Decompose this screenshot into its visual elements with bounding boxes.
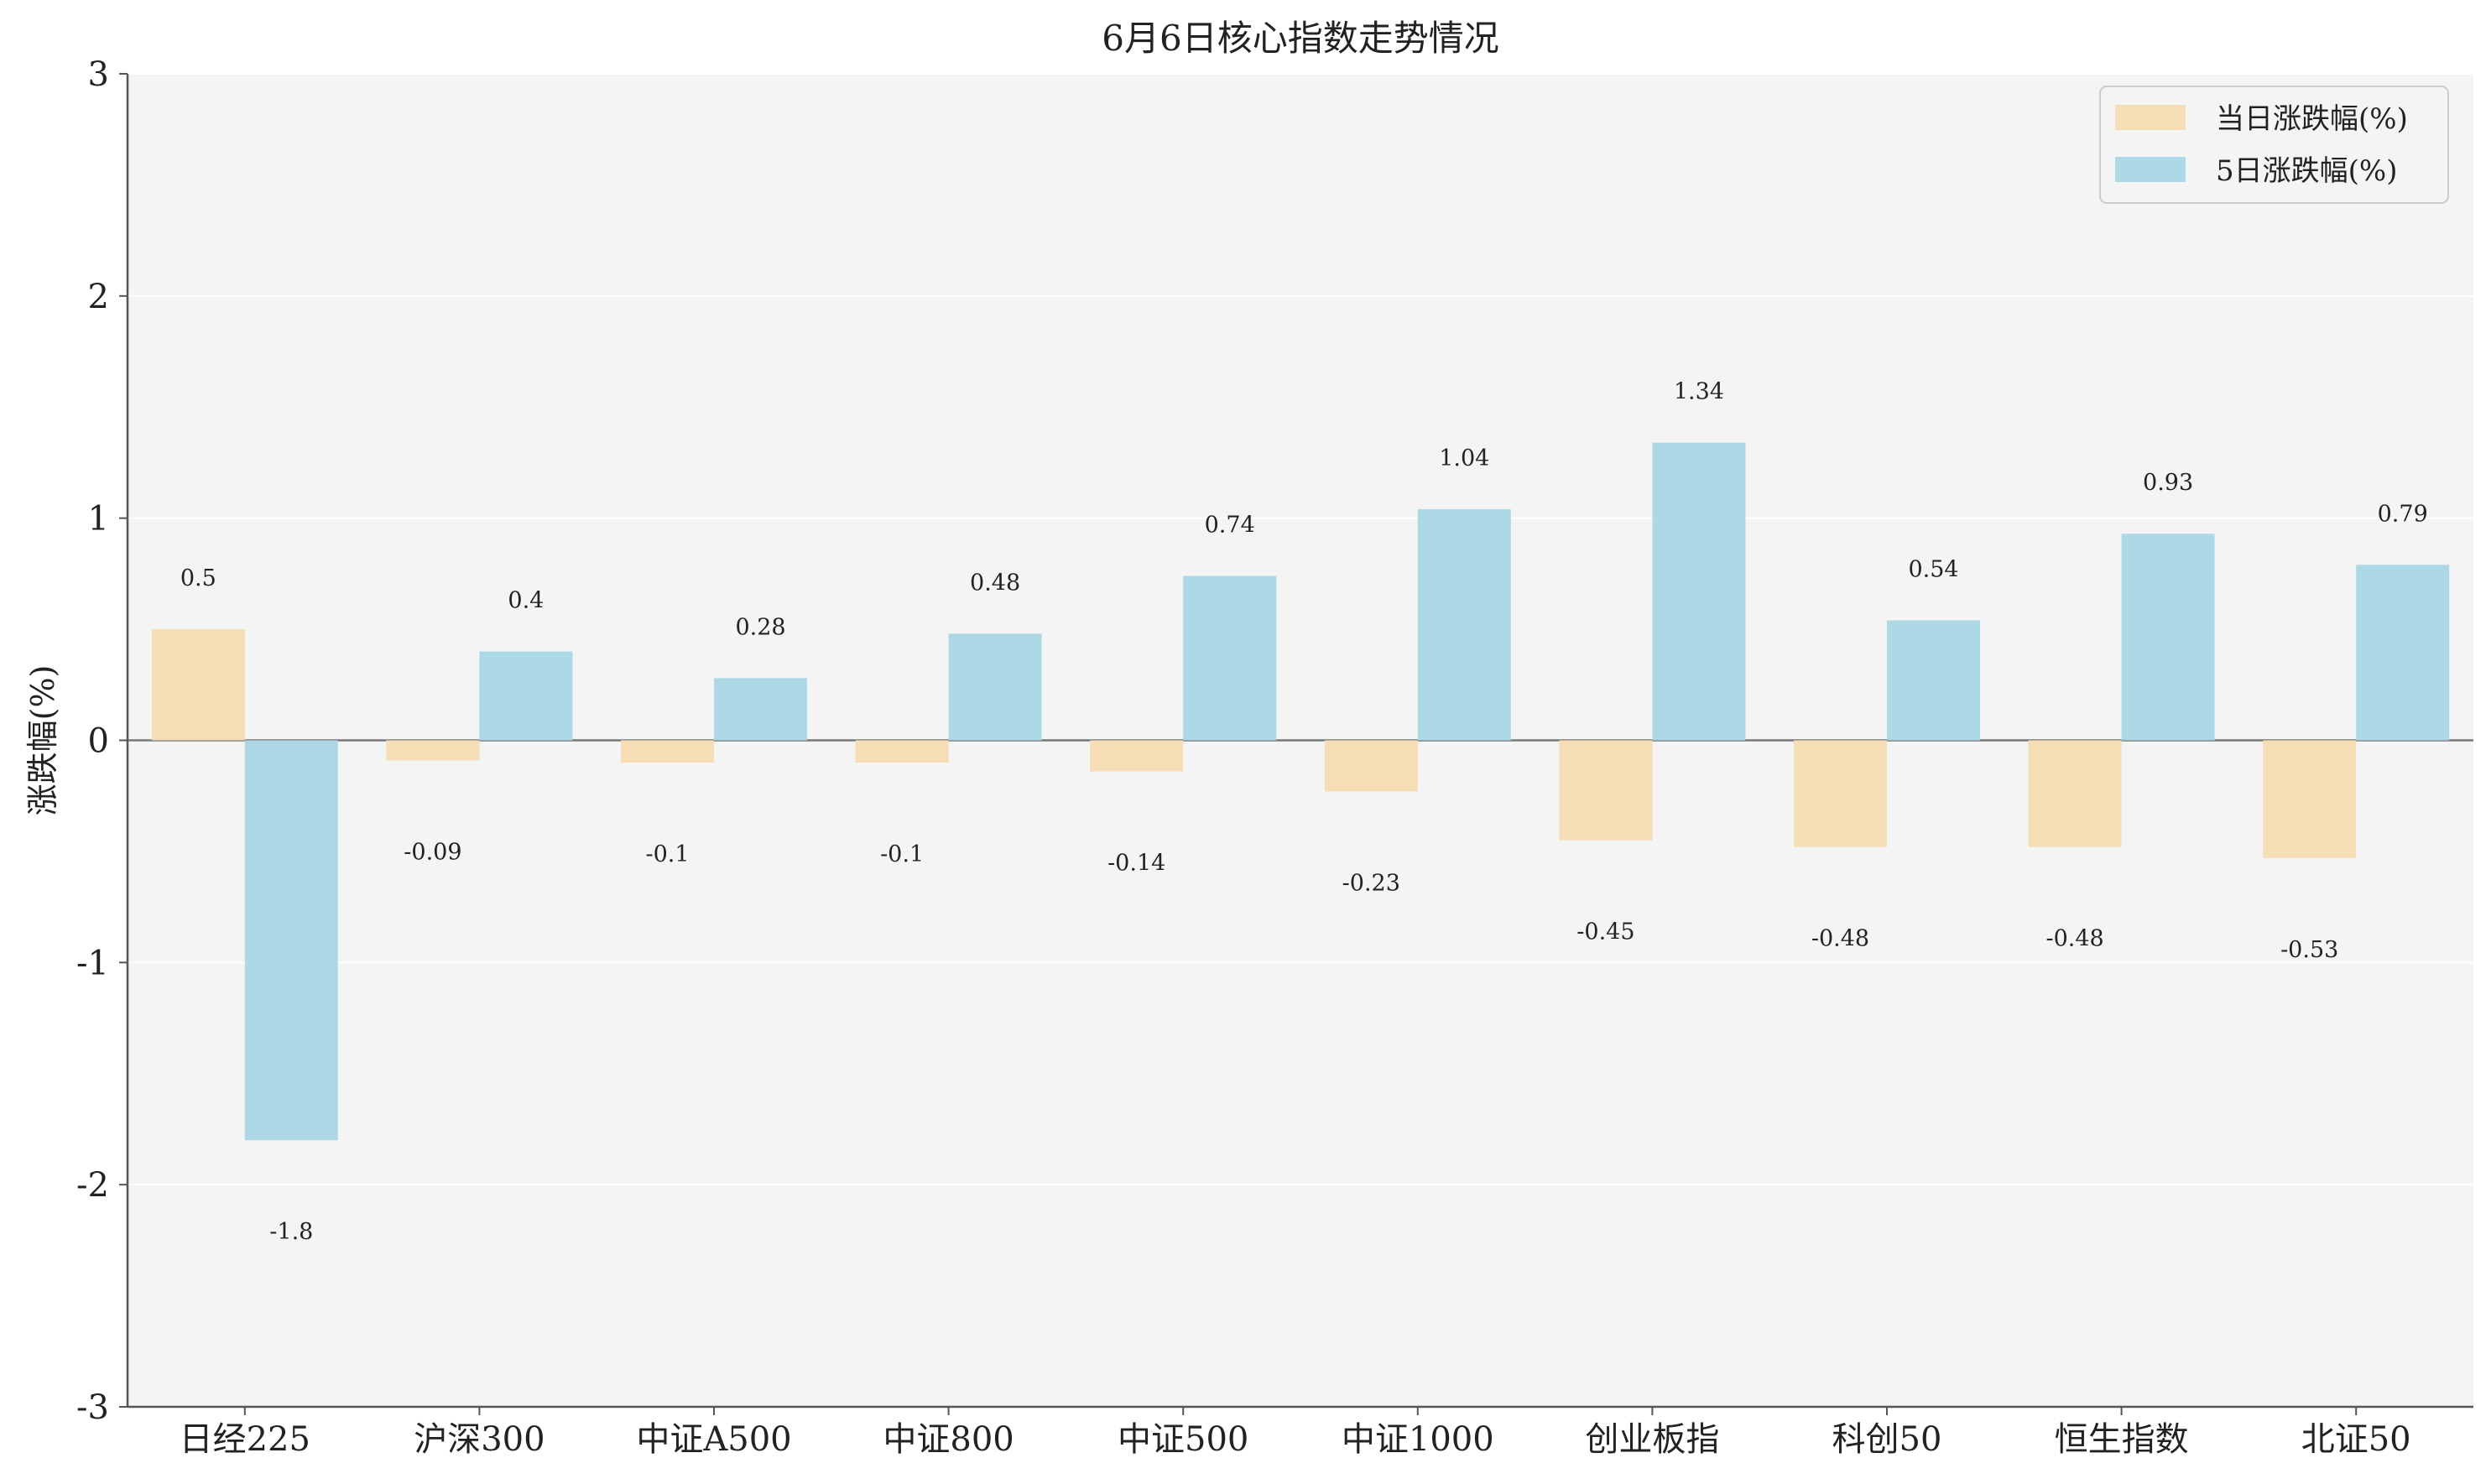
data-label: 0.54	[1908, 556, 1958, 582]
y-axis-label: 涨跌幅(%)	[24, 665, 61, 816]
legend-swatch-5day	[2115, 157, 2186, 182]
bar-5day	[479, 651, 573, 741]
bar-5day	[948, 633, 1042, 741]
y-tick-label: -1	[76, 944, 109, 982]
bar-daily	[621, 740, 714, 763]
bar-5day	[1417, 509, 1511, 741]
bar-5day	[2356, 565, 2450, 741]
x-tick-label: 沪深300	[414, 1420, 545, 1459]
data-label: 0.74	[1205, 513, 1255, 539]
bar-daily	[1559, 740, 1653, 841]
bar-daily	[1324, 740, 1418, 792]
data-label: -0.23	[1342, 870, 1400, 896]
data-label: 1.34	[1674, 379, 1724, 405]
x-tick-label: 恒生指数	[2055, 1420, 2189, 1459]
bar-daily	[151, 629, 245, 741]
legend-box	[2099, 86, 2449, 204]
x-tick-label: 日经225	[180, 1420, 310, 1459]
data-label: -0.1	[645, 841, 689, 867]
data-label: 0.79	[2378, 501, 2428, 527]
data-label: -0.09	[404, 839, 461, 865]
x-tick-label: 科创50	[1832, 1420, 1942, 1459]
x-tick-label: 中证1000	[1342, 1420, 1494, 1459]
bar-5day	[714, 678, 807, 741]
bar-daily	[2028, 740, 2122, 847]
x-tick-label: 北证50	[2301, 1420, 2411, 1459]
data-label: 1.04	[1439, 445, 1489, 471]
y-tick-label: 2	[88, 278, 109, 316]
x-tick-label: 中证A500	[636, 1420, 791, 1459]
legend-swatch-daily	[2115, 105, 2186, 130]
data-labels: 0.5 -1.8 -0.09 0.4 -0.1 0.28 -0.1 0.48 -0.14 0.74…	[180, 379, 2428, 1246]
bar-5day	[2121, 534, 2215, 741]
x-tick-label: 创业板指	[1585, 1420, 1719, 1459]
y-tick-label: -2	[76, 1166, 109, 1205]
data-label: -0.1	[880, 841, 924, 867]
y-tick-label: -3	[76, 1388, 109, 1427]
data-label: 0.4	[508, 588, 544, 614]
data-label: -0.48	[1811, 926, 1869, 952]
chart-title: 6月6日核心指数走势情况	[1102, 18, 1498, 59]
bar-daily	[386, 740, 480, 761]
data-label: 0.93	[2143, 470, 2193, 496]
y-tick-label: 0	[88, 722, 109, 761]
y-ticks: 3 2 1 0 -1 -2 -3	[76, 55, 128, 1427]
legend: 当日涨跌幅(%) 5日涨跌幅(%)	[2099, 86, 2449, 204]
data-label: -0.48	[2045, 926, 2103, 952]
data-label: 0.5	[180, 565, 216, 591]
bars	[151, 442, 2450, 1141]
bar-5day	[244, 740, 338, 1141]
data-label: -0.14	[1107, 851, 1165, 877]
x-ticks: 日经225 沪深300 中证A500 中证800 中证500 中证1000 创业板指 科创50…	[180, 1407, 2411, 1459]
y-tick-label: 3	[88, 55, 109, 94]
x-tick-label: 中证800	[883, 1420, 1014, 1459]
bar-daily	[855, 740, 949, 763]
bar-5day	[1652, 442, 1746, 741]
bar-5day	[1887, 620, 1980, 741]
data-label: -0.53	[2280, 937, 2338, 963]
legend-label-daily: 当日涨跌幅(%)	[2216, 102, 2408, 136]
data-label: 0.48	[970, 570, 1020, 596]
legend-label-5day: 5日涨跌幅(%)	[2216, 154, 2397, 188]
data-label: 0.28	[735, 614, 785, 640]
x-tick-label: 中证500	[1118, 1420, 1248, 1459]
data-label: -0.45	[1576, 919, 1634, 945]
bar-daily	[1090, 740, 1184, 772]
y-tick-label: 1	[88, 500, 109, 539]
bar-daily	[1794, 740, 1887, 847]
data-label: -1.8	[269, 1219, 313, 1245]
bar-daily	[2263, 740, 2357, 858]
bar-5day	[1183, 575, 1277, 741]
